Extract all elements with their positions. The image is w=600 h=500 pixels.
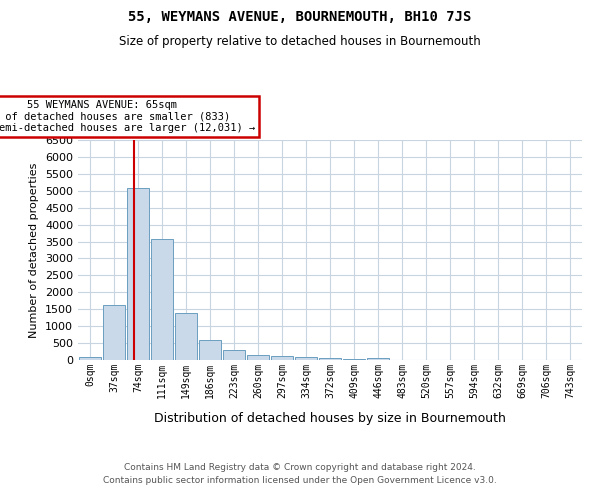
Bar (199, 340, 221, 360)
Text: Contains HM Land Registry data © Crown copyright and database right 2024.
Contai: Contains HM Land Registry data © Crown c… (103, 464, 497, 485)
Bar (127, 188, 149, 360)
Text: 55 WEYMANS AVENUE: 65sqm
← 6% of detached houses are smaller (833)
94% of semi-d: 55 WEYMANS AVENUE: 65sqm ← 6% of detache… (0, 100, 255, 133)
Bar (271, 356, 293, 360)
Bar (295, 356, 317, 360)
Bar (79, 358, 101, 360)
Text: Size of property relative to detached houses in Bournemouth: Size of property relative to detached ho… (119, 35, 481, 48)
Y-axis label: Number of detached properties: Number of detached properties (29, 162, 40, 338)
Bar (103, 305, 125, 360)
Bar (367, 358, 389, 360)
Bar (319, 358, 341, 360)
Bar (223, 350, 245, 360)
Bar (151, 239, 173, 360)
Bar (175, 312, 197, 360)
Text: 55, WEYMANS AVENUE, BOURNEMOUTH, BH10 7JS: 55, WEYMANS AVENUE, BOURNEMOUTH, BH10 7J… (128, 10, 472, 24)
Bar (247, 355, 269, 360)
Bar (343, 359, 365, 360)
X-axis label: Distribution of detached houses by size in Bournemouth: Distribution of detached houses by size … (154, 412, 506, 425)
